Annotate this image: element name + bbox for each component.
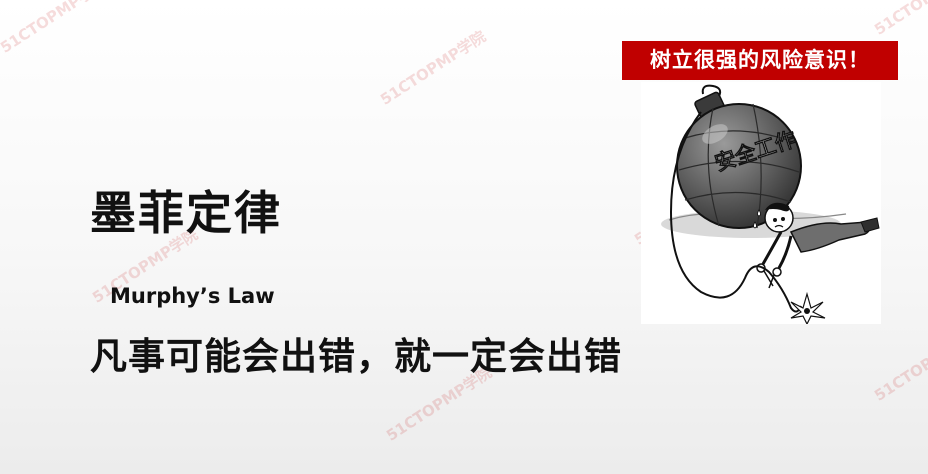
slide-subtitle: Murphy’s Law xyxy=(110,284,275,308)
bomb-seam xyxy=(684,191,792,203)
spark-icon xyxy=(790,291,826,324)
scissors-icon xyxy=(756,263,782,289)
bomb-seam xyxy=(684,130,794,143)
watermark: 51CTOPMP学院 xyxy=(377,27,490,109)
sweat-drop xyxy=(757,209,761,217)
law-statement: 凡事可能会出错，就一定会出错 xyxy=(90,335,622,378)
watermark: 51CTOPMP学院 xyxy=(870,0,928,40)
bomb-illustration: 安全工作 xyxy=(641,82,881,324)
worker-eye xyxy=(773,218,777,222)
watermark: 51CTOPMP学院 xyxy=(871,323,928,405)
watermark: 51CTOPMP学院 xyxy=(0,0,110,57)
worker-arm xyxy=(777,235,793,269)
worker-hair xyxy=(765,202,790,212)
worker-shoe xyxy=(860,217,880,233)
bomb-highlight xyxy=(702,124,728,144)
worker-figure xyxy=(753,202,880,289)
fuse-wire xyxy=(669,111,802,313)
risk-awareness-banner: 树立很强的风险意识！ xyxy=(622,41,898,80)
sweat-drop xyxy=(753,221,757,229)
bomb-seam xyxy=(707,107,720,227)
worker-eye xyxy=(781,217,785,221)
worker-mouth xyxy=(774,224,784,228)
bomb-seam xyxy=(678,160,800,173)
slide-title: 墨菲定律 xyxy=(90,186,282,240)
bomb-drawing: 安全工作 xyxy=(661,84,880,324)
bomb-loop xyxy=(701,84,722,97)
worker-arm xyxy=(761,231,783,265)
